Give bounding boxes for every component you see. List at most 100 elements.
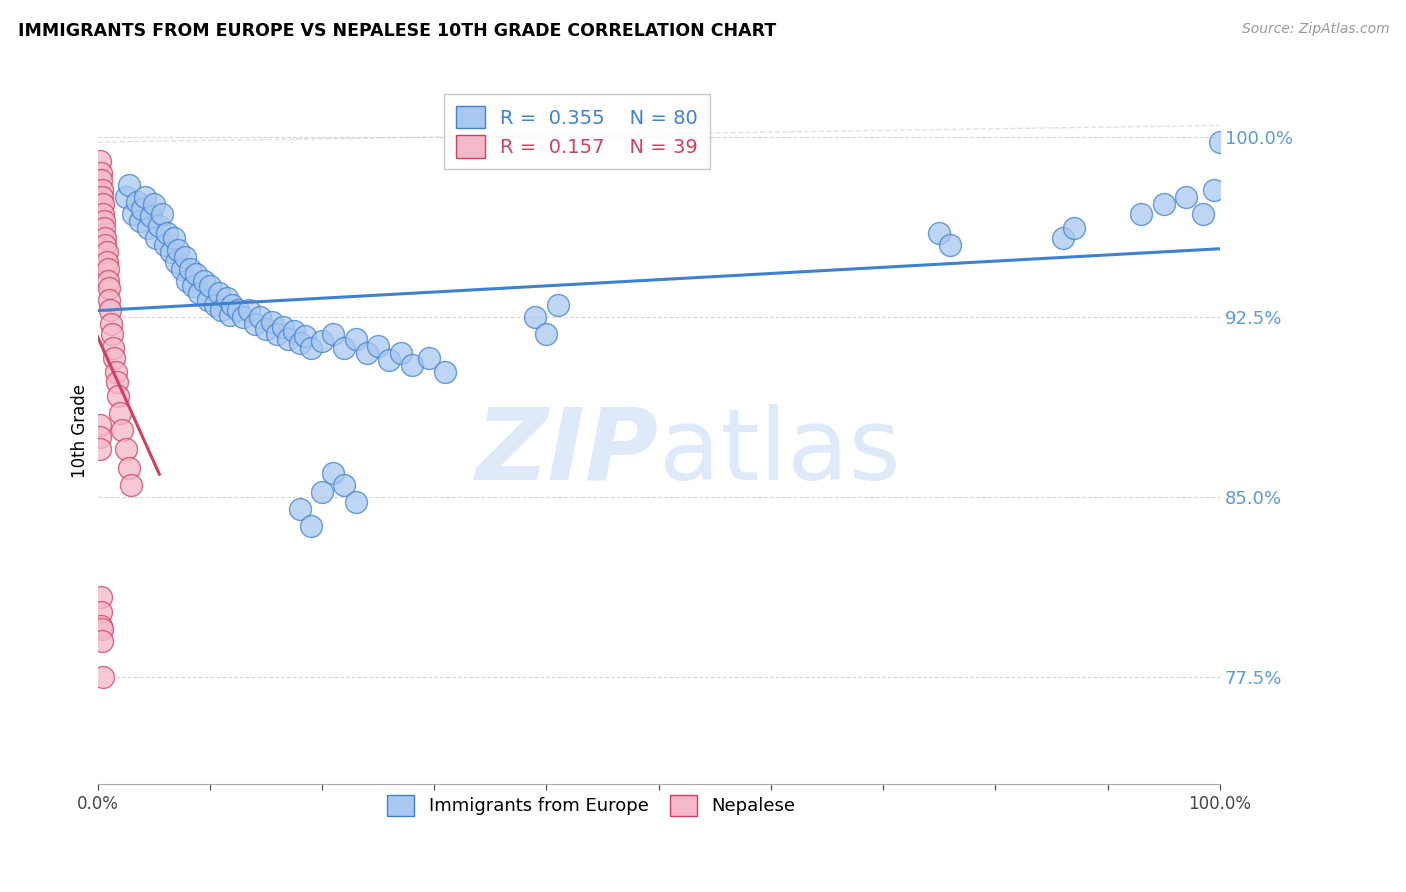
Point bbox=[145, 231, 167, 245]
Point bbox=[167, 243, 190, 257]
Point bbox=[97, 281, 120, 295]
Point bbox=[260, 315, 283, 329]
Point bbox=[93, 214, 115, 228]
Point bbox=[129, 214, 152, 228]
Point bbox=[94, 238, 117, 252]
Point bbox=[91, 622, 114, 636]
Point bbox=[90, 591, 112, 605]
Point bbox=[333, 341, 356, 355]
Point bbox=[100, 318, 122, 332]
Point bbox=[277, 332, 299, 346]
Point bbox=[174, 250, 197, 264]
Point bbox=[238, 302, 260, 317]
Point bbox=[159, 245, 181, 260]
Point bbox=[94, 231, 117, 245]
Point bbox=[103, 341, 125, 355]
Point bbox=[524, 310, 547, 324]
Point bbox=[107, 389, 129, 403]
Point bbox=[122, 207, 145, 221]
Point bbox=[170, 262, 193, 277]
Point bbox=[1209, 135, 1232, 149]
Point bbox=[165, 255, 187, 269]
Point bbox=[226, 302, 249, 317]
Point bbox=[96, 255, 118, 269]
Point bbox=[91, 633, 114, 648]
Point bbox=[311, 334, 333, 348]
Point bbox=[209, 302, 232, 317]
Point bbox=[91, 670, 114, 684]
Point bbox=[141, 210, 163, 224]
Point bbox=[120, 478, 142, 492]
Point bbox=[322, 466, 344, 480]
Point bbox=[181, 279, 204, 293]
Point bbox=[198, 279, 221, 293]
Point bbox=[193, 274, 215, 288]
Legend: Immigrants from Europe, Nepalese: Immigrants from Europe, Nepalese bbox=[378, 786, 804, 825]
Point bbox=[322, 326, 344, 341]
Point bbox=[89, 154, 111, 169]
Point bbox=[288, 336, 311, 351]
Point bbox=[418, 351, 440, 365]
Point bbox=[97, 274, 120, 288]
Point bbox=[204, 298, 226, 312]
Point bbox=[434, 365, 457, 379]
Point bbox=[333, 478, 356, 492]
Point bbox=[91, 190, 114, 204]
Point bbox=[114, 190, 136, 204]
Point bbox=[378, 353, 401, 368]
Point bbox=[142, 197, 165, 211]
Point bbox=[153, 238, 176, 252]
Point bbox=[89, 430, 111, 444]
Point bbox=[179, 262, 201, 277]
Point bbox=[118, 461, 141, 475]
Point bbox=[93, 221, 115, 235]
Text: atlas: atlas bbox=[658, 404, 900, 500]
Point bbox=[176, 274, 198, 288]
Point bbox=[271, 319, 294, 334]
Point bbox=[1052, 231, 1074, 245]
Point bbox=[367, 339, 389, 353]
Point bbox=[243, 318, 266, 332]
Point bbox=[266, 326, 288, 341]
Point bbox=[156, 226, 179, 240]
Point bbox=[197, 293, 219, 308]
Point bbox=[101, 326, 124, 341]
Point bbox=[536, 326, 558, 341]
Point bbox=[344, 494, 367, 508]
Point bbox=[91, 207, 114, 221]
Point bbox=[283, 325, 305, 339]
Point bbox=[547, 298, 569, 312]
Point bbox=[1175, 190, 1198, 204]
Point bbox=[96, 245, 118, 260]
Point bbox=[97, 293, 120, 308]
Point bbox=[148, 219, 170, 233]
Point bbox=[294, 329, 316, 343]
Point bbox=[91, 197, 114, 211]
Point bbox=[90, 619, 112, 633]
Point bbox=[90, 173, 112, 187]
Point bbox=[108, 406, 131, 420]
Point bbox=[114, 442, 136, 456]
Point bbox=[131, 202, 153, 217]
Point bbox=[232, 310, 254, 324]
Point bbox=[186, 267, 208, 281]
Point bbox=[299, 518, 322, 533]
Point bbox=[221, 298, 243, 312]
Point bbox=[89, 442, 111, 456]
Point bbox=[939, 238, 962, 252]
Point bbox=[215, 291, 238, 305]
Point bbox=[134, 190, 156, 204]
Point bbox=[163, 231, 186, 245]
Point bbox=[928, 226, 950, 240]
Point bbox=[105, 375, 128, 389]
Point bbox=[104, 365, 127, 379]
Point bbox=[103, 351, 125, 365]
Point bbox=[89, 417, 111, 432]
Point bbox=[187, 286, 209, 301]
Text: Source: ZipAtlas.com: Source: ZipAtlas.com bbox=[1241, 22, 1389, 37]
Point bbox=[356, 346, 378, 360]
Point bbox=[219, 308, 242, 322]
Point bbox=[401, 358, 423, 372]
Point bbox=[1192, 207, 1215, 221]
Point bbox=[344, 332, 367, 346]
